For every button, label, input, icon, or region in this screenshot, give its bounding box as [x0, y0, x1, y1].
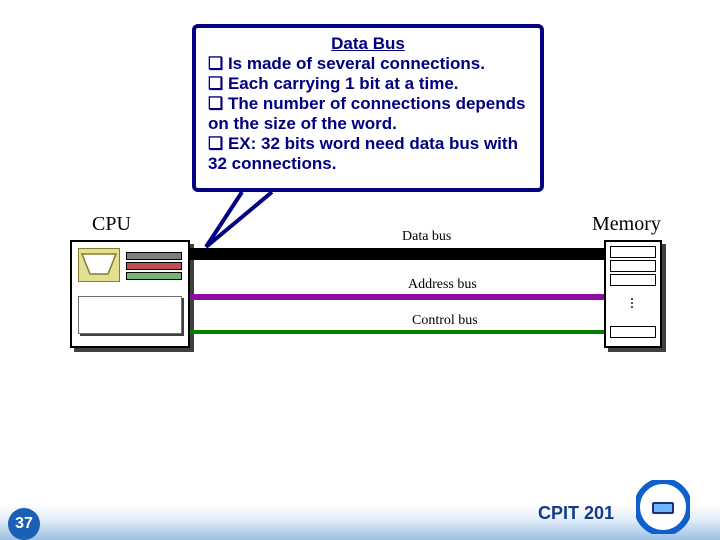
cpu-bar-1-icon	[126, 252, 182, 260]
data-bus-icon	[190, 248, 604, 260]
control-bus-label: Control bus	[412, 313, 478, 329]
address-bus-icon	[190, 294, 604, 300]
memory-cell-icon	[610, 326, 656, 338]
cpu-label: CPU	[92, 213, 131, 236]
memory-cell-icon	[610, 260, 656, 272]
memory-cell-icon	[610, 246, 656, 258]
address-bus-label: Address bus	[408, 277, 477, 293]
memory-ellipsis-icon: ...	[630, 294, 634, 306]
ccit-logo-icon	[636, 480, 690, 534]
page-number: 37	[15, 515, 33, 533]
cpu-alubox-icon	[78, 296, 182, 334]
memory-cell-icon	[610, 274, 656, 286]
cpu-trapezoid-icon	[78, 248, 120, 282]
course-code: CPIT 201	[538, 503, 614, 524]
control-bus-icon	[190, 330, 604, 334]
page-number-bubble: 37	[8, 508, 40, 540]
slide-root: Data Bus ❑ Is made of several connection…	[0, 0, 720, 540]
data-bus-label: Data bus	[402, 229, 451, 245]
cpu-bar-3-icon	[126, 272, 182, 280]
cpu-bar-2-icon	[126, 262, 182, 270]
memory-label: Memory	[592, 213, 661, 236]
